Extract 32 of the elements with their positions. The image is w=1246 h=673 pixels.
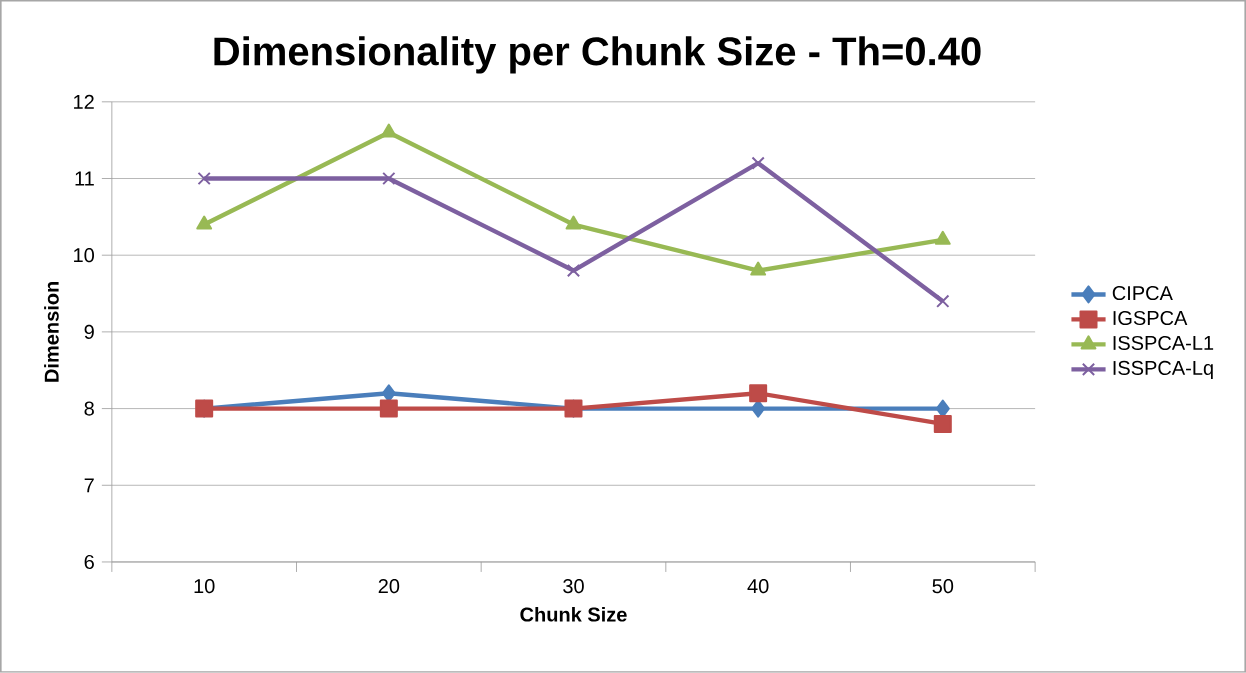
point	[197, 171, 211, 186]
point	[933, 415, 952, 434]
x-tick-label: 30	[563, 579, 584, 594]
point	[566, 263, 581, 278]
legend-label: ISSPCA-L1	[1113, 335, 1214, 351]
x-axis-title: Chunk Size	[520, 607, 627, 622]
x-tick-label: 10	[194, 579, 215, 594]
point	[196, 215, 213, 230]
point	[380, 123, 397, 138]
y-tick-label: 12	[74, 94, 94, 109]
legend-label: IGSPCA	[1113, 311, 1188, 326]
y-tick-label: 9	[84, 324, 94, 340]
point	[936, 294, 950, 308]
point	[750, 261, 767, 276]
y-tick-label: 10	[74, 248, 94, 263]
legend-label: CIPCA	[1112, 286, 1173, 301]
x-tick-label: 50	[932, 579, 954, 594]
y-axis-title: Dimension	[44, 282, 59, 382]
point	[565, 215, 582, 230]
x-tick-label: 20	[378, 579, 400, 594]
y-tick-label: 7	[84, 478, 94, 493]
x-tick-label: 40	[747, 579, 769, 594]
point	[934, 230, 951, 245]
y-tick-label: 6	[84, 554, 94, 570]
y-tick-label: 8	[84, 401, 94, 416]
point	[751, 156, 765, 170]
point	[379, 399, 398, 418]
y-tick-label: 11	[75, 171, 94, 186]
legend-label: ISSPCA-Lq	[1113, 360, 1213, 380]
point	[749, 384, 768, 403]
chart-title: Dimensionality per Chunk Size - Th=0.40	[214, 36, 981, 74]
point	[382, 171, 396, 186]
